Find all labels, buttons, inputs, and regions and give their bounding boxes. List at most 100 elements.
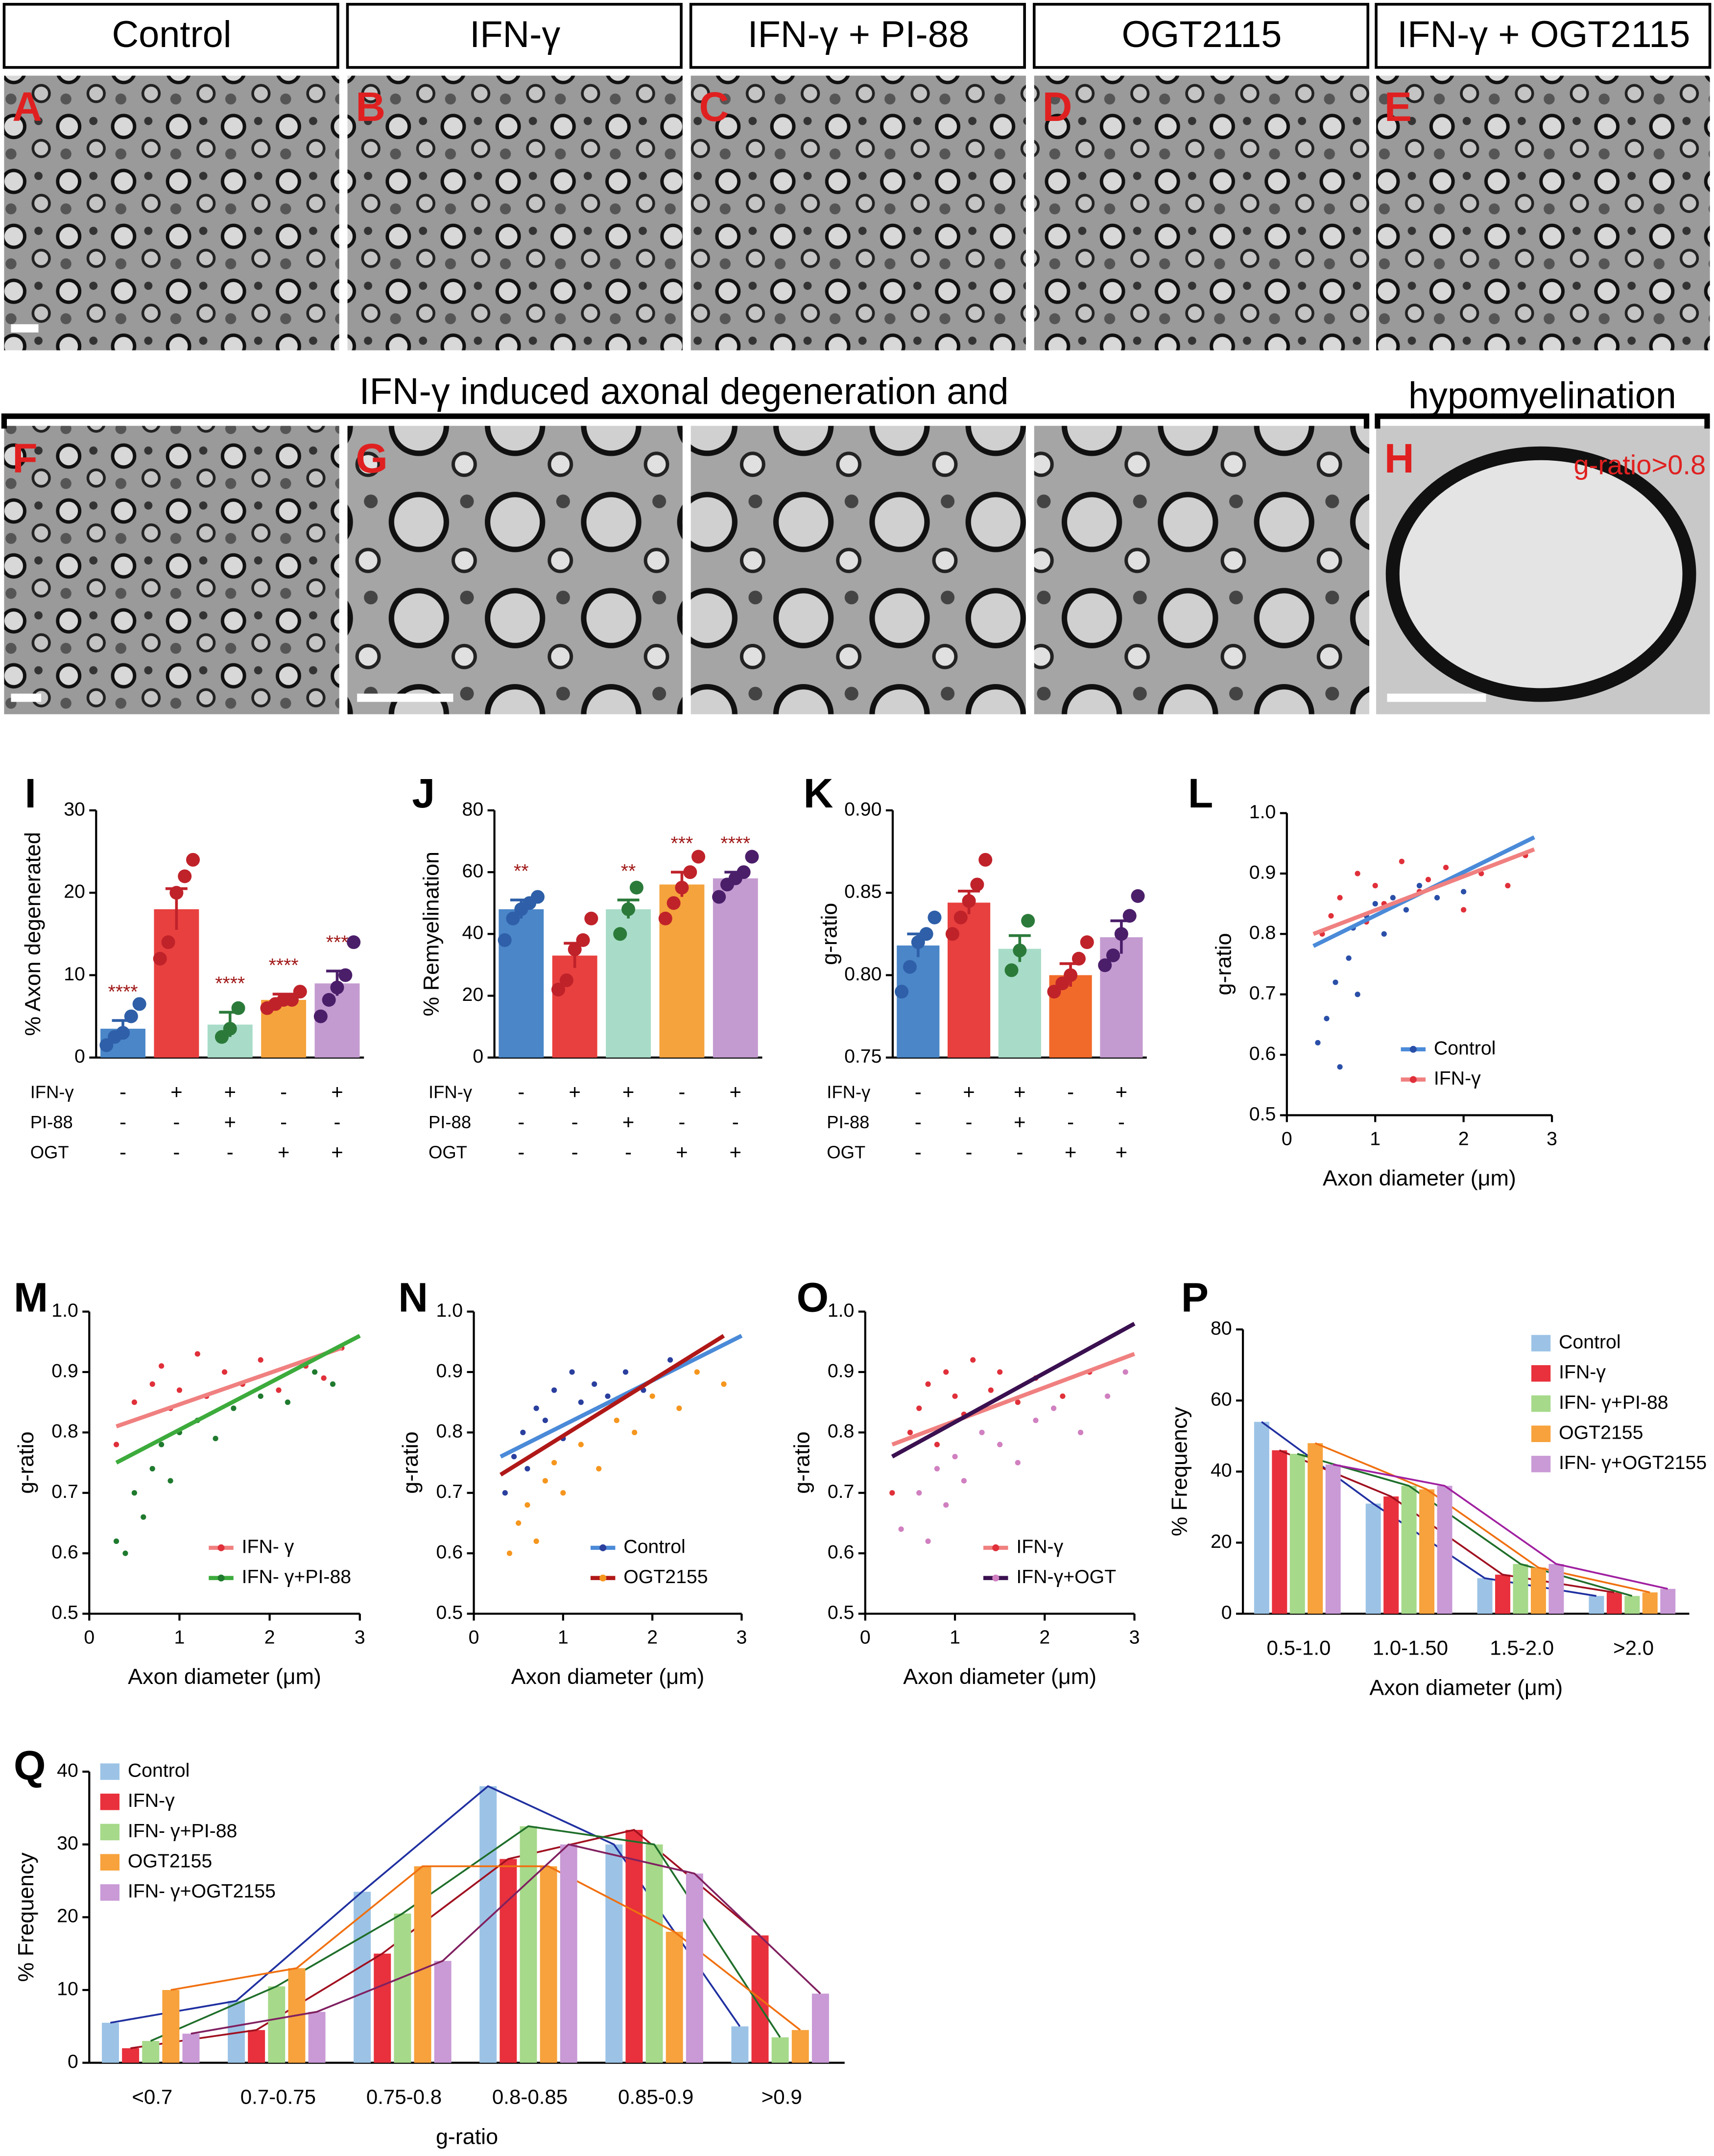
data-point [141,1514,146,1520]
bar [666,1932,683,2063]
significance: *** [671,832,693,854]
data-point [178,869,192,883]
condition-sign: - [625,1140,632,1163]
data-point [934,1442,940,1447]
data-point [952,1454,958,1460]
y-tick-label: 0 [473,1045,483,1067]
bar [552,955,597,1058]
data-point [231,1001,245,1015]
x-tick-label: >0.9 [762,2085,802,2109]
bar [500,1859,517,2063]
condition-sign: - [518,1140,524,1163]
bar [686,1873,703,2063]
legend-swatch [1409,1045,1417,1053]
condition-sign: + [1065,1140,1077,1163]
significance: **** [720,832,750,854]
bar [1419,1489,1435,1614]
bar [731,2026,749,2063]
y-tick-label: 20 [57,1905,78,1927]
data-point [1064,968,1078,982]
data-point [576,933,590,947]
x-tick-label: 1.0-1.50 [1373,1636,1448,1659]
trend-line [500,1334,725,1477]
data-point [568,942,582,956]
bar [162,1990,180,2063]
data-point [632,1429,638,1435]
y-tick-label: 10 [57,1978,78,1999]
significance: *** [326,931,349,953]
y-tick-label: 1.0 [436,1300,463,1321]
condition-sign: - [119,1140,126,1163]
x-tick-label: 1 [950,1626,960,1648]
data-point [578,1399,584,1405]
data-point [161,935,175,949]
y-tick-label: 0.5 [1249,1103,1276,1125]
data-point [675,880,689,895]
legend-label: IFN- γ+PI-88 [242,1566,352,1587]
data-point [1372,901,1378,907]
legend-swatch [100,1824,119,1841]
data-point [159,1363,165,1369]
x-tick-label: <0.7 [132,2085,172,2109]
data-point [542,1478,548,1484]
significance: **** [215,972,245,994]
trend-line [116,1346,343,1428]
bar [354,1892,371,2063]
bar [101,2022,119,2063]
y-tick-label: 20 [462,984,484,1005]
panel-letter: B [356,84,385,130]
bar [182,2034,200,2063]
data-point [667,896,681,910]
legend-label: Control [623,1536,686,1557]
y-tick-label: 0.5 [51,1602,78,1623]
micrographs [1,75,1710,714]
y-tick-label: 1.0 [1249,801,1276,823]
bar [645,1844,663,2063]
bar [374,1953,391,2063]
condition-sign: - [280,1080,287,1103]
y-tick-label: 0.6 [436,1541,463,1563]
y-tick-label: 0.90 [844,798,881,820]
x-tick-label: 1 [1370,1128,1381,1149]
data-point [347,935,361,949]
data-point [1461,889,1467,895]
bar [713,878,758,1058]
y-tick-label: 0.8 [436,1421,463,1442]
series-line [1333,1463,1668,1590]
panel-letter: G [356,435,387,481]
data-point [919,927,933,941]
condition-sign: - [678,1080,685,1103]
bar [1495,1574,1511,1614]
y-tick-label: 0 [74,1045,85,1067]
header: IFN-γ + OGT2115 [1397,14,1690,55]
data-point [1328,913,1334,919]
condition-sign: - [119,1110,126,1133]
panel-letter: O [797,1274,829,1320]
micrograph [1034,75,1370,351]
legend-label: IFN- γ [242,1536,294,1557]
data-point [1071,951,1086,966]
condition-sign: - [1118,1110,1125,1133]
legend-swatch [1531,1425,1551,1442]
trend-line [500,1334,743,1459]
legend-label: IFN-γ+OGT [1016,1566,1116,1587]
data-point [569,1369,575,1375]
panel-letter: E [1384,84,1412,130]
y-tick-label: 80 [462,798,484,820]
condition-label: IFN-γ [30,1082,74,1102]
y-axis-label: % Remyelination [418,852,443,1017]
data-point [1434,895,1440,900]
data-point [916,1490,922,1496]
condition-sign: + [1014,1080,1026,1103]
condition-sign: - [1067,1080,1074,1103]
data-point [1425,877,1431,882]
condition-sign: - [571,1140,578,1163]
condition-sign: - [966,1140,973,1163]
data-point [1381,931,1387,937]
legend-swatch [599,1544,607,1551]
bar [540,1866,557,2063]
y-tick-label: 0.85 [844,881,881,902]
y-tick-label: 0.7 [828,1481,855,1502]
x-tick-label: >2.0 [1613,1636,1654,1659]
